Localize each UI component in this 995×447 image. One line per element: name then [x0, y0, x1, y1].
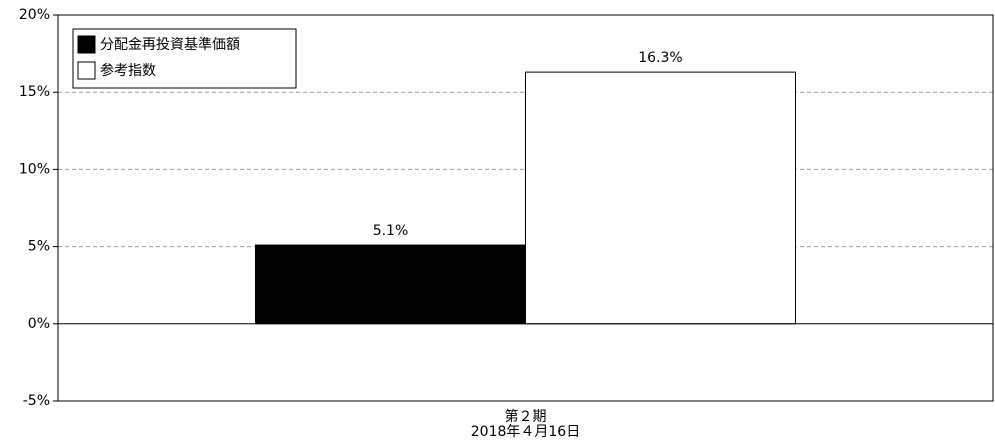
y-tick-label: 15% [19, 84, 50, 100]
bar [525, 71, 796, 325]
legend-label: 参考指数 [100, 62, 156, 79]
value-label: 5.1% [373, 223, 409, 239]
value-label: 16.3% [638, 50, 682, 66]
plot-frame [57, 14, 994, 402]
legend-label: 分配金再投資基準価額 [100, 36, 240, 53]
y-tick-label: 0% [28, 316, 50, 332]
y-tick-label: 20% [19, 7, 50, 23]
legend-box [72, 28, 297, 89]
y-tick-label: 5% [28, 239, 50, 255]
x-tick-label: 第２期 [505, 408, 547, 425]
legend-swatch [77, 35, 96, 54]
x-tick-label: 2018年４月16日 [471, 424, 580, 440]
y-tick-label: -5% [23, 393, 50, 409]
legend-swatch [77, 61, 96, 80]
bar [255, 244, 526, 325]
y-tick-label: 10% [19, 161, 50, 177]
